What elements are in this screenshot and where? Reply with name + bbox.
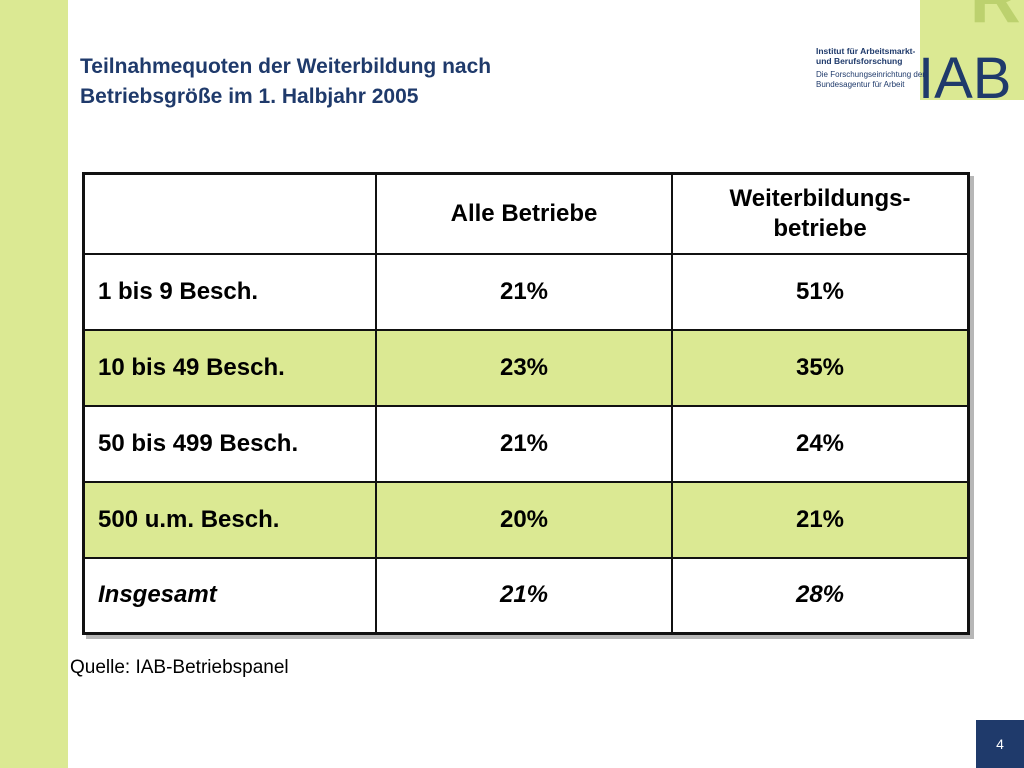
table-header-row: Alle Betriebe Weiterbildungs- betriebe <box>82 172 970 255</box>
slide-title: Teilnahmequoten der Weiterbildung nach B… <box>80 52 680 112</box>
logo-line-2: und Berufsforschung <box>816 56 903 66</box>
page-number-badge: 4 <box>976 720 1024 768</box>
logo-wordmark: IAB <box>918 46 1012 104</box>
cell-alle-betriebe: 21% <box>375 556 673 635</box>
cell-weiterbildungsbetriebe: 21% <box>671 480 970 559</box>
logo-line-1: Institut für Arbeitsmarkt- <box>816 46 916 56</box>
cell-weiterbildungsbetriebe: 28% <box>671 556 970 635</box>
row-label: 500 u.m. Besch. <box>82 480 377 559</box>
logo-green-block <box>920 0 1024 100</box>
source-note: Quelle: IAB-Betriebspanel <box>70 657 289 678</box>
header-col3-line-1: Weiterbildungs- <box>729 184 911 212</box>
page-number: 4 <box>996 736 1004 752</box>
svg-text:R: R <box>970 0 1021 37</box>
cell-weiterbildungsbetriebe: 35% <box>671 328 970 407</box>
cell-weiterbildungsbetriebe: 51% <box>671 252 970 331</box>
table-row: 50 bis 499 Besch. 21% 24% <box>82 404 970 483</box>
logo-line-3: Die Forschungseinrichtung der <box>816 70 925 79</box>
row-label: Insgesamt <box>82 556 377 635</box>
header-weiterbildungsbetriebe: Weiterbildungs- betriebe <box>671 172 970 255</box>
logo-line-4: Bundesagentur für Arbeit <box>816 80 905 89</box>
header-empty <box>82 172 377 255</box>
header-alle-betriebe: Alle Betriebe <box>375 172 673 255</box>
table-row-total: Insgesamt 21% 28% <box>82 556 970 635</box>
iab-logo: R IAB Institut für Arbeitsmarkt- und Ber… <box>812 0 1024 104</box>
cell-alle-betriebe: 21% <box>375 404 673 483</box>
slide-title-line-2: Betriebsgröße im 1. Halbjahr 2005 <box>80 85 419 108</box>
table-row: 10 bis 49 Besch. 23% 35% <box>82 328 970 407</box>
header-col3-line-2: betriebe <box>773 214 867 242</box>
participation-table: Alle Betriebe Weiterbildungs- betriebe 1… <box>82 172 970 635</box>
cell-alle-betriebe: 20% <box>375 480 673 559</box>
left-accent-bar <box>0 0 68 768</box>
iab-logo-icon: R IAB <box>918 0 1021 104</box>
table-row: 1 bis 9 Besch. 21% 51% <box>82 252 970 331</box>
cell-weiterbildungsbetriebe: 24% <box>671 404 970 483</box>
row-label: 1 bis 9 Besch. <box>82 252 377 331</box>
slide-title-line-1: Teilnahmequoten der Weiterbildung nach <box>80 55 492 78</box>
table-row: 500 u.m. Besch. 20% 21% <box>82 480 970 559</box>
cell-alle-betriebe: 23% <box>375 328 673 407</box>
row-label: 50 bis 499 Besch. <box>82 404 377 483</box>
logo-text: Institut für Arbeitsmarkt- und Berufsfor… <box>816 46 926 90</box>
row-label: 10 bis 49 Besch. <box>82 328 377 407</box>
cell-alle-betriebe: 21% <box>375 252 673 331</box>
